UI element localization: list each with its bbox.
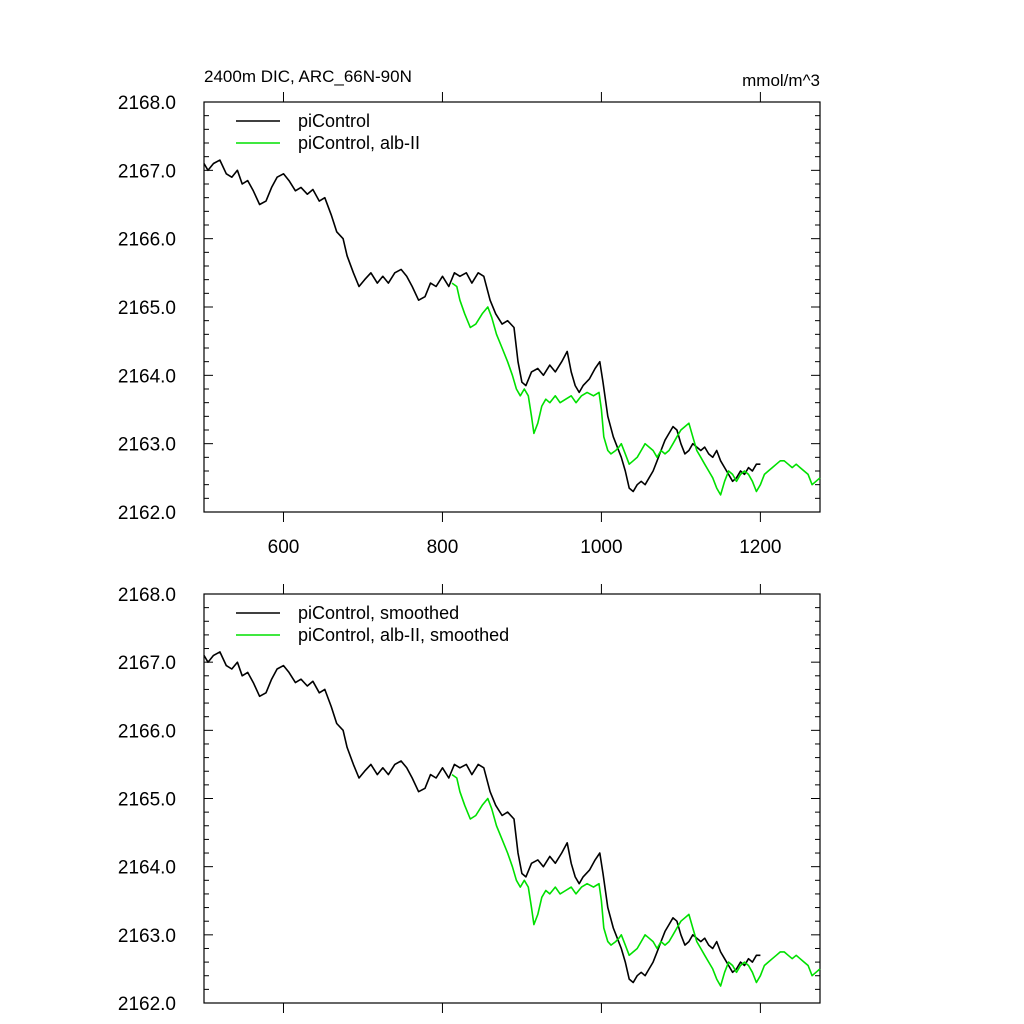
series-line-picontrol-smoothed (203, 651, 761, 984)
series-line-picontrol (203, 159, 761, 493)
plot-frame (203, 593, 821, 1004)
plot-frame (203, 101, 821, 513)
y-tick-label: 2168.0 (118, 93, 176, 114)
bottom-panel: 2162.0 2163.0 2164.0 2165.0 2166.0 2167.0 2168… (118, 584, 821, 1015)
series-line-picontrol-alb-ii-smoothed (451, 773, 821, 987)
y-tick-label: 2166.0 (118, 721, 176, 742)
legend-label: piControl, alb-II (298, 133, 420, 153)
y-tick-label: 2165.0 (118, 298, 176, 319)
y-tick-label: 2167.0 (118, 161, 176, 182)
x-tick-label: 1000 (580, 537, 622, 558)
y-tick-label: 2163.0 (118, 926, 176, 947)
y-tick-label: 2168.0 (118, 585, 176, 606)
chart-title: 2400m DIC, ARC_66N-90N (204, 67, 412, 86)
x-tick-label: 800 (427, 537, 459, 558)
y-tick-label: 2162.0 (118, 503, 176, 524)
legend-label: piControl, alb-II, smoothed (298, 625, 509, 645)
y-tick-label: 2163.0 (118, 435, 176, 456)
y-tick-label: 2165.0 (118, 790, 176, 811)
y-tick-label: 2162.0 (118, 994, 176, 1015)
top-panel: 2162.0 2163.0 2164.0 2165.0 2166.0 2167.0 2168… (118, 92, 821, 558)
x-tick-label: 1200 (739, 537, 781, 558)
y-tick-label: 2166.0 (118, 230, 176, 251)
y-tick-label: 2164.0 (118, 858, 176, 879)
y-tick-label: 2164.0 (118, 366, 176, 387)
y-tick-label: 2167.0 (118, 653, 176, 674)
x-tick-label: 600 (268, 537, 300, 558)
units-label: mmol/m^3 (742, 71, 820, 90)
series-line-picontrol-alb-ii (451, 282, 821, 496)
legend-label: piControl, smoothed (298, 603, 459, 623)
legend-label: piControl (298, 111, 370, 131)
